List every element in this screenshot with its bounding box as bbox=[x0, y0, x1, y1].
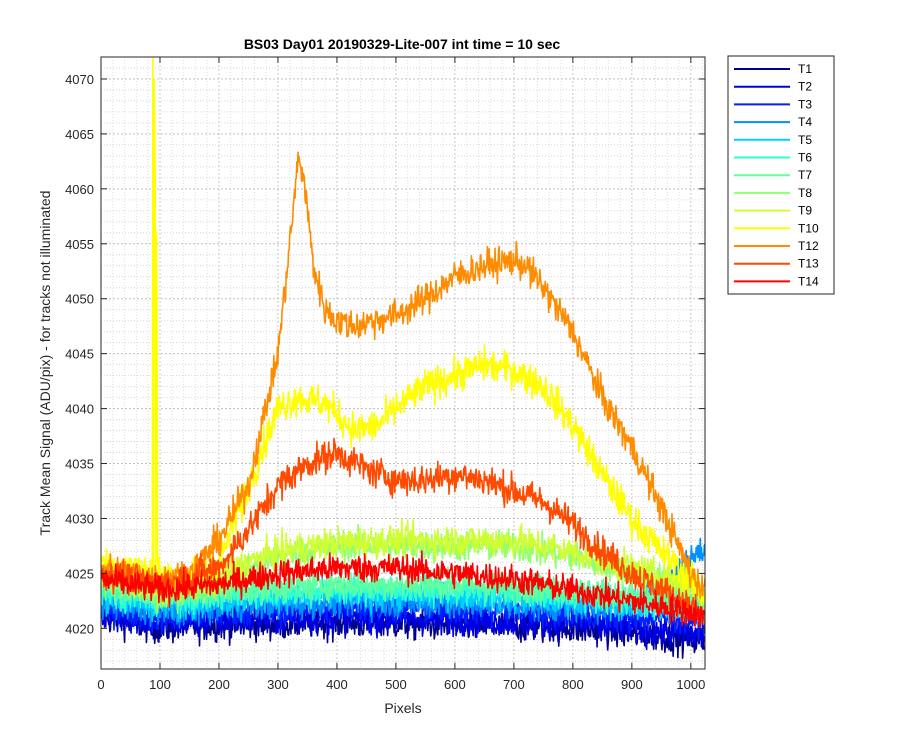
x-tick-label: 0 bbox=[97, 677, 104, 692]
legend-label-t7: T7 bbox=[798, 168, 812, 182]
y-tick-label: 4060 bbox=[65, 182, 94, 197]
y-tick-label: 4025 bbox=[65, 566, 94, 581]
y-tick-label: 4045 bbox=[65, 347, 94, 362]
series-line-t14 bbox=[101, 550, 705, 627]
x-tick-label: 700 bbox=[503, 677, 525, 692]
plot-area-frame bbox=[100, 56, 706, 670]
y-tick-label: 4050 bbox=[65, 292, 94, 307]
y-tick-label: 4040 bbox=[65, 402, 94, 417]
legend-label-t1: T1 bbox=[798, 62, 812, 76]
y-tick-label: 4070 bbox=[65, 72, 94, 87]
legend-label-t6: T6 bbox=[798, 151, 812, 165]
legend-label-t2: T2 bbox=[798, 80, 812, 94]
legend-label-t10: T10 bbox=[798, 221, 819, 235]
x-tick-label: 600 bbox=[444, 677, 466, 692]
legend: T1 T2 T3 T4 T5 T6 T7 T8 T9 T10 T12 T13 T14 bbox=[727, 55, 835, 295]
y-tick-label: 4035 bbox=[65, 457, 94, 472]
legend-label-t12: T12 bbox=[798, 239, 819, 253]
chart-title: BS03 Day01 20190329-Lite-007 int time = … bbox=[244, 36, 561, 52]
x-axis-label: Pixels bbox=[384, 700, 421, 716]
y-tick-label: 4020 bbox=[65, 621, 94, 636]
legend-label-t5: T5 bbox=[798, 133, 812, 147]
legend-label-t13: T13 bbox=[798, 257, 819, 271]
series-lines bbox=[101, 57, 705, 659]
series-line-t2 bbox=[101, 594, 705, 651]
legend-label-t8: T8 bbox=[798, 186, 812, 200]
legend-label-t14: T14 bbox=[798, 274, 819, 288]
x-tick-label: 900 bbox=[621, 677, 643, 692]
y-tick-label: 4065 bbox=[65, 127, 94, 142]
x-tick-label: 1000 bbox=[676, 677, 705, 692]
legend-label-t3: T3 bbox=[798, 97, 812, 111]
x-tick-label: 400 bbox=[326, 677, 348, 692]
x-tick-label: 200 bbox=[208, 677, 230, 692]
y-tick-label: 4030 bbox=[65, 511, 94, 526]
axis-ticks: 0 100 200 300 400 500 600 700 800 900 1000 4020 4025… bbox=[65, 57, 705, 692]
x-tick-label: 100 bbox=[149, 677, 171, 692]
legend-label-t4: T4 bbox=[798, 115, 812, 129]
y-tick-label: 4055 bbox=[65, 237, 94, 252]
x-tick-label: 800 bbox=[562, 677, 584, 692]
x-tick-label: 500 bbox=[385, 677, 407, 692]
x-tick-label: 300 bbox=[267, 677, 289, 692]
series-line-t12 bbox=[101, 151, 705, 599]
legend-label-t9: T9 bbox=[798, 204, 812, 218]
y-axis-label: Track Mean Signal (ADU/pix) - for tracks… bbox=[37, 191, 53, 536]
